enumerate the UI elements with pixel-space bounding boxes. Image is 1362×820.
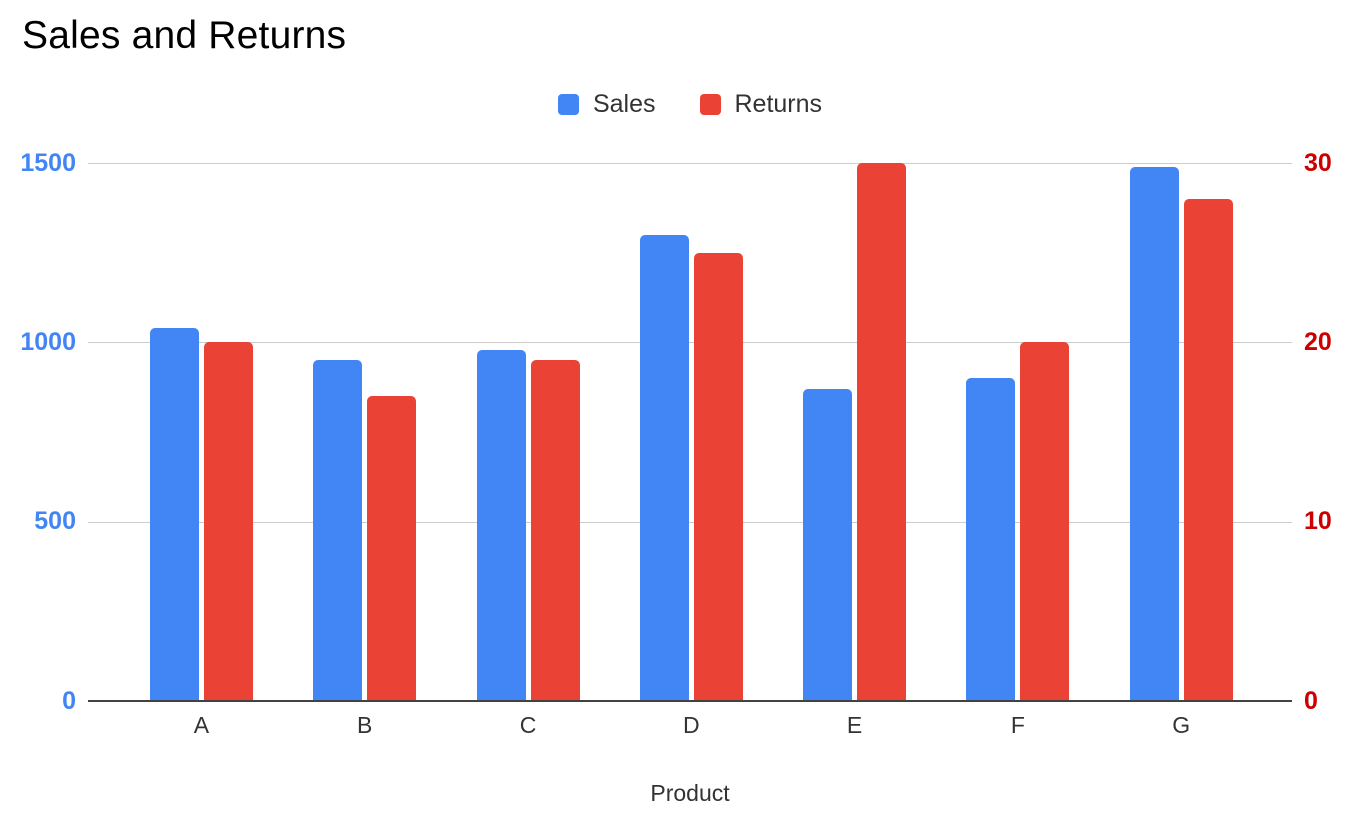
left-axis-tick-label: 1000 bbox=[20, 327, 76, 356]
category-label-d: D bbox=[682, 712, 700, 738]
legend-label: Sales bbox=[592, 90, 656, 118]
bar-returns-C[interactable] bbox=[530, 360, 580, 701]
gridline bbox=[88, 163, 1292, 164]
bar-returns-E[interactable] bbox=[857, 163, 907, 701]
legend-item-sales[interactable]: Sales bbox=[557, 90, 656, 119]
right-axis-tick-label: 0 bbox=[1304, 686, 1318, 715]
legend-swatch-returns bbox=[699, 94, 721, 115]
legend-swatch-sales bbox=[557, 94, 579, 115]
bar-sales-B[interactable] bbox=[313, 360, 363, 701]
category-label-a: A bbox=[193, 712, 210, 738]
chart-title: Sales and Returns bbox=[22, 14, 347, 57]
category-label-e: E bbox=[846, 712, 863, 738]
legend: Sales Returns bbox=[88, 90, 1292, 119]
category-label-g: G bbox=[1172, 712, 1191, 738]
category-label-b: B bbox=[357, 712, 373, 738]
right-axis-tick-label: 10 bbox=[1304, 507, 1332, 536]
bar-sales-F[interactable] bbox=[966, 378, 1016, 701]
x-axis-baseline bbox=[88, 700, 1292, 702]
bar-returns-B[interactable] bbox=[367, 396, 417, 701]
right-axis-tick-label: 20 bbox=[1304, 327, 1332, 356]
bar-sales-G[interactable] bbox=[1129, 166, 1179, 701]
bar-returns-D[interactable] bbox=[693, 252, 743, 701]
left-axis-tick-label: 1500 bbox=[20, 148, 76, 177]
category-label-c: C bbox=[519, 712, 537, 738]
bar-returns-A[interactable] bbox=[203, 342, 253, 701]
category-label-f: F bbox=[1010, 712, 1025, 738]
left-axis-tick-label: 0 bbox=[62, 686, 76, 715]
x-axis-title: Product bbox=[650, 780, 730, 806]
right-axis-tick-label: 30 bbox=[1304, 148, 1332, 177]
bar-sales-A[interactable] bbox=[149, 327, 199, 701]
legend-item-returns[interactable]: Returns bbox=[699, 90, 823, 119]
gridline bbox=[88, 521, 1292, 523]
bar-returns-G[interactable] bbox=[1183, 198, 1233, 701]
left-axis-tick-label: 500 bbox=[34, 507, 76, 536]
bar-sales-C[interactable] bbox=[476, 349, 526, 701]
bar-sales-E[interactable] bbox=[803, 388, 853, 701]
bar-sales-D[interactable] bbox=[639, 234, 689, 701]
bar-returns-F[interactable] bbox=[1020, 342, 1070, 701]
legend-label: Returns bbox=[734, 90, 823, 118]
gridline bbox=[88, 342, 1292, 344]
